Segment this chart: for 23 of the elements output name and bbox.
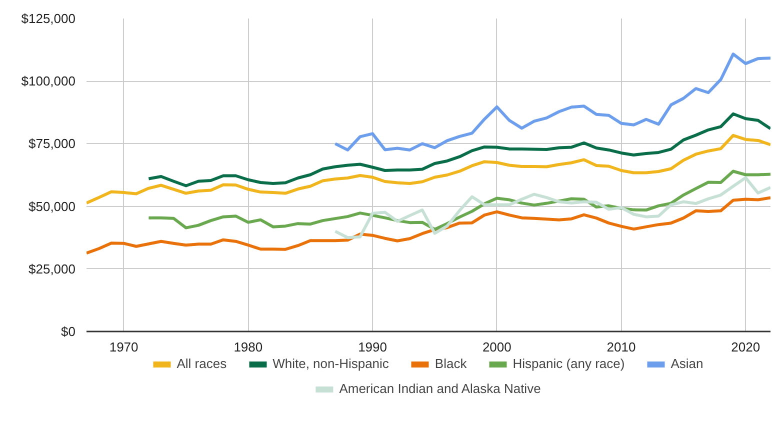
y-tick-label: $75,000: [28, 136, 76, 152]
line-series: [334, 52, 770, 152]
x-tick-label: 2000: [482, 340, 512, 354]
x-tick-label: 1970: [109, 340, 138, 354]
x-tick-label: 2020: [731, 340, 760, 354]
x-tick-label: 2010: [606, 340, 636, 354]
x-tick-label: 1990: [358, 340, 387, 354]
x-tick-label: 1980: [234, 340, 263, 354]
legend-label: All races: [176, 356, 227, 371]
legend-label: White, non-Hispanic: [272, 356, 389, 371]
y-tick-label: $50,000: [28, 198, 76, 214]
y-tick-label: $125,000: [21, 11, 76, 26]
legend-label: Black: [434, 356, 467, 371]
line-series: [86, 134, 770, 205]
legend-label: Hispanic (any race): [512, 356, 625, 371]
legend-label: American Indian and Alaska Native: [339, 381, 541, 396]
y-tick-label: $0: [61, 324, 76, 339]
legend-label: Asian: [670, 356, 704, 371]
line-series: [147, 112, 770, 188]
line-series: [86, 196, 770, 255]
line-series: [334, 176, 770, 240]
y-tick-label: $100,000: [21, 74, 76, 89]
y-tick-label: $25,000: [28, 261, 76, 276]
